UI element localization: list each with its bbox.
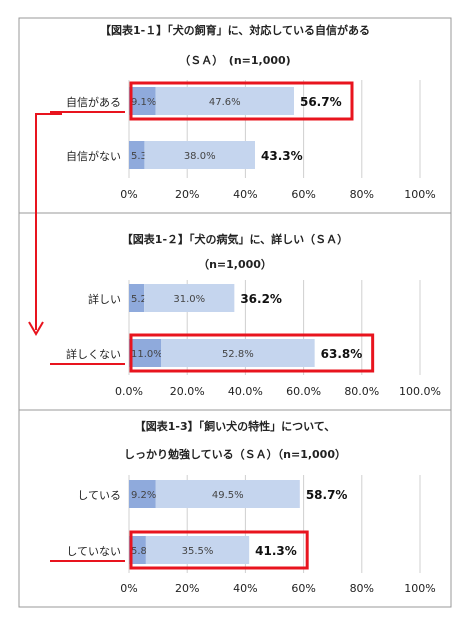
x-tick-label: 100% <box>404 188 435 201</box>
bar-segment <box>145 536 250 564</box>
arrow-line <box>35 113 62 330</box>
chart-title-line-1: 【図表1-3】「飼い犬の特性」について、 <box>135 419 336 433</box>
chart-title-line-1: 【図表1-２】「犬の病気」に、詳しい（ＳＡ） <box>122 232 348 246</box>
total-label: 63.8% <box>321 347 363 361</box>
x-tick-label: 0.0% <box>115 385 143 398</box>
x-tick-label: 40.0% <box>228 385 263 398</box>
x-tick-label: 80.0% <box>344 385 379 398</box>
category-label: 自信がある <box>66 95 121 109</box>
chart-title-line-2: しっかり勉強している（ＳＡ）（n=1,000） <box>124 447 346 461</box>
category-label: 詳しくない <box>66 347 121 361</box>
segment-label: 38.0% <box>184 151 216 162</box>
total-label: 43.3% <box>261 149 303 163</box>
bar-segment <box>155 480 300 508</box>
x-tick-label: 40% <box>233 582 257 595</box>
figure-frame <box>18 17 452 608</box>
segment-label: 35.5% <box>182 546 214 557</box>
total-label: 56.7% <box>300 95 342 109</box>
x-tick-label: 0% <box>120 188 137 201</box>
chart-title-line-1: 【図表1-１】「犬の飼育」に、対応している自信がある <box>100 23 370 37</box>
segment-label: 49.5% <box>212 490 244 501</box>
category-label: 詳しい <box>88 292 121 306</box>
bar-segment <box>155 87 294 115</box>
x-tick-label: 0% <box>120 582 137 595</box>
x-tick-label: 80% <box>350 188 374 201</box>
x-tick-label: 60% <box>291 582 315 595</box>
bar-segment <box>129 339 162 367</box>
segment-label: 31.0% <box>173 294 205 305</box>
segment-label: 5.3% <box>131 151 156 162</box>
x-tick-label: 20.0% <box>170 385 205 398</box>
segment-label: 47.6% <box>209 97 241 108</box>
arrow-head <box>28 321 44 336</box>
x-tick-label: 40% <box>233 188 257 201</box>
chart-panel-3: 【図表1-3】「飼い犬の特性」について、しっかり勉強している（ＳＡ）（n=1,0… <box>19 409 451 595</box>
chart-title-line-2: （ＳＡ） (n=1,000) <box>179 54 290 67</box>
total-label: 58.7% <box>306 488 348 502</box>
chart-panel-1: 【図表1-１】「犬の飼育」に、対応している自信がある （ＳＡ） (n=1,000)… <box>50 23 436 201</box>
segment-label: 52.8% <box>222 349 254 360</box>
highlight-box <box>129 530 309 570</box>
bar-segment <box>144 141 256 169</box>
segment-label: 5.2% <box>131 294 156 305</box>
segment-label: 5.8% <box>131 546 156 557</box>
highlight-box <box>129 81 354 121</box>
x-tick-label: 100% <box>404 582 435 595</box>
x-tick-label: 60% <box>291 188 315 201</box>
bar-segment <box>129 480 156 508</box>
segment-label: 11.0% <box>131 349 163 360</box>
bar-segment <box>144 284 235 312</box>
highlight-box <box>129 333 375 373</box>
x-tick-label: 20% <box>175 582 199 595</box>
bar-segment <box>161 339 315 367</box>
bar-segment <box>129 87 156 115</box>
bar-segment <box>129 141 145 169</box>
x-tick-label: 60.0% <box>286 385 321 398</box>
connector-arrow <box>28 113 62 336</box>
x-tick-label: 100.0% <box>399 385 441 398</box>
total-label: 36.2% <box>240 292 282 306</box>
chart-panel-2: 【図表1-２】「犬の病気」に、詳しい（ＳＡ） （n=1,000） 0.0% 20.0%… <box>19 212 451 398</box>
bar-segment <box>129 284 145 312</box>
chart-title-line-2: （n=1,000） <box>198 258 272 271</box>
category-label: していない <box>66 545 121 558</box>
bar-segment <box>129 536 146 564</box>
category-label: している <box>77 489 121 502</box>
segment-label: 9.1% <box>131 97 156 108</box>
x-tick-label: 80% <box>350 582 374 595</box>
total-label: 41.3% <box>255 544 297 558</box>
x-tick-label: 20% <box>175 188 199 201</box>
category-label: 自信がない <box>66 149 121 163</box>
segment-label: 9.2% <box>131 490 156 501</box>
